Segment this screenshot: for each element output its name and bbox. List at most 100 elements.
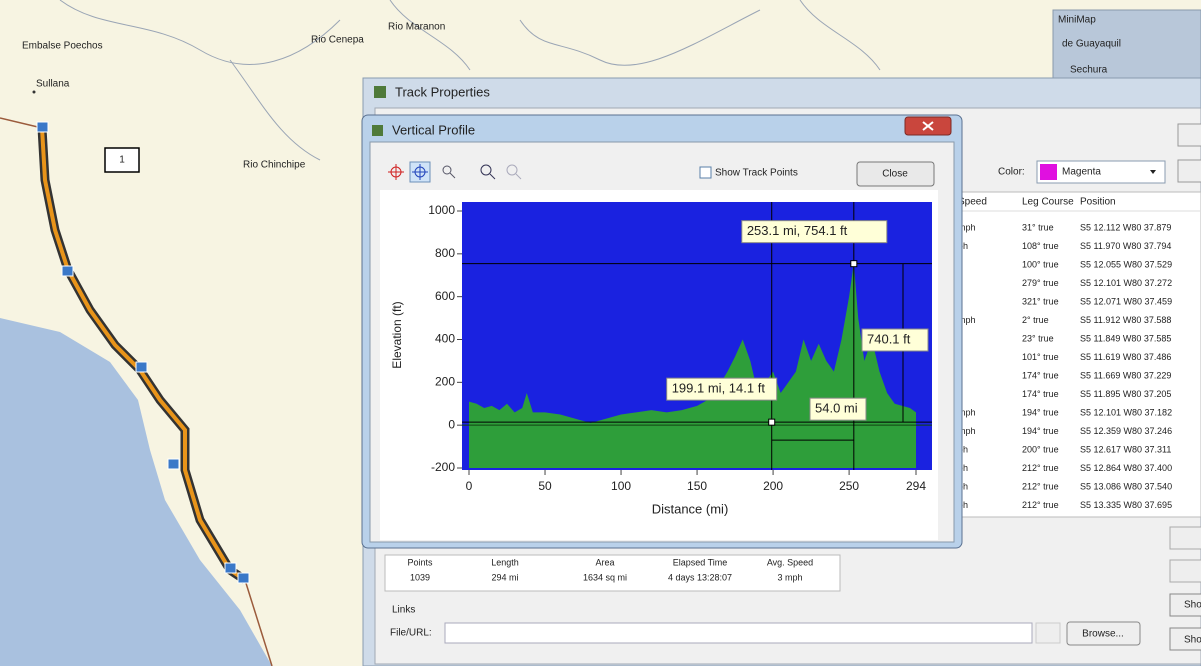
x-axis-label: Distance (mi) [652, 501, 729, 516]
y-tick-label: 0 [448, 417, 455, 431]
map-marker-label: 1 [119, 155, 125, 166]
window-icon [372, 125, 383, 136]
color-label: Color: [998, 167, 1025, 178]
toolbar-icons[interactable] [388, 161, 522, 183]
browse-label: Browse... [1082, 629, 1124, 640]
summary-value: 4 days 13:28:07 [668, 572, 732, 582]
y-tick-label: -200 [431, 460, 455, 474]
road [244, 579, 273, 666]
summary-header: Elapsed Time [673, 557, 728, 567]
map-label: Sullana [36, 79, 70, 90]
color-combobox[interactable] [1036, 160, 1166, 184]
button[interactable] [1169, 627, 1201, 651]
cursor-point [850, 260, 858, 268]
table-cell: 212° true [1022, 463, 1059, 473]
x-tick-label: 150 [687, 479, 707, 493]
table-cell: ph [958, 500, 968, 510]
table-cell: S5 12.055 W80 37.529 [1080, 259, 1172, 269]
window-title: Vertical Profile [392, 122, 475, 137]
table-cell: 23° true [1022, 333, 1054, 343]
dy-tooltip [861, 328, 929, 352]
summary-table [384, 554, 841, 592]
dropdown-arrow [1150, 170, 1156, 174]
cursor-tooltip-label: 199.1 mi, 14.1 ft [672, 381, 766, 396]
city-dot [32, 90, 36, 94]
table-cell: 108° true [1022, 241, 1059, 251]
rivers [59, 0, 881, 161]
close-x-icon [922, 121, 934, 131]
table-cell: 101° true [1022, 352, 1059, 362]
table-cell: 212° true [1022, 500, 1059, 510]
dx-tooltip [809, 397, 867, 421]
sea [0, 318, 272, 666]
table-cell: 31° true [1022, 222, 1054, 232]
minimap [1052, 9, 1201, 79]
table-cell: S5 12.112 W80 37.879 [1080, 222, 1171, 232]
dx-label: 54.0 mi [815, 401, 858, 416]
table-cell: S5 12.101 W80 37.272 [1080, 278, 1172, 288]
y-tick-label: 200 [435, 375, 455, 389]
table-cell: S5 12.359 W80 37.246 [1080, 426, 1172, 436]
table-cell: S5 13.335 W80 37.695 [1080, 500, 1172, 510]
cursor-point [768, 418, 776, 426]
file-label: File/URL: [390, 628, 432, 639]
window-title: Track Properties [395, 84, 490, 99]
button[interactable] [1169, 526, 1201, 550]
column-header: Leg Course [1022, 197, 1074, 208]
browse-button[interactable] [1066, 621, 1141, 646]
table-cell: S5 13.086 W80 37.540 [1080, 481, 1172, 491]
button[interactable] [1169, 593, 1201, 617]
table-cell: 194° true [1022, 407, 1059, 417]
cursor-tooltip-label: 253.1 mi, 754.1 ft [747, 223, 848, 238]
table-cell: ph [958, 463, 968, 473]
minimap-title: MiniMap [1058, 15, 1096, 26]
y-axis-label: Elevation (ft) [390, 301, 404, 368]
x-tick-label: 0 [466, 479, 473, 493]
summary-value: 1634 sq mi [583, 572, 627, 582]
column-header: Speed [958, 197, 987, 208]
track-table [949, 191, 1201, 518]
y-tick-label: 600 [435, 289, 455, 303]
links-label: Links [392, 605, 415, 616]
button-label: Sho [1184, 635, 1201, 646]
table-cell: 321° true [1022, 296, 1059, 306]
table-cell: mph [958, 222, 976, 232]
y-tick-label: 800 [435, 246, 455, 260]
column-header: Position [1080, 197, 1116, 208]
map-marker[interactable] [104, 147, 140, 173]
table-cell: S5 11.912 W80 37.588 [1080, 315, 1171, 325]
x-tick-label: 200 [763, 479, 783, 493]
table-cell: 279° true [1022, 278, 1059, 288]
color-value: Magenta [1062, 167, 1101, 178]
x-tick-label: 100 [611, 479, 631, 493]
checkbox[interactable] [699, 166, 712, 179]
road [0, 117, 43, 129]
button[interactable] [1177, 123, 1201, 147]
table-cell: S5 11.970 W80 37.794 [1080, 241, 1171, 251]
summary-header: Points [407, 557, 433, 567]
close-button[interactable] [856, 161, 935, 187]
map-label: Rio Cenepa [311, 35, 364, 46]
table-cell: 194° true [1022, 426, 1059, 436]
summary-value: 1039 [410, 572, 430, 582]
table-cell: mph [958, 426, 976, 436]
table-cell: ph [958, 481, 968, 491]
file-input[interactable] [444, 622, 1033, 644]
y-tick-label: 1000 [428, 203, 455, 217]
button[interactable] [1177, 159, 1201, 183]
summary-value: 3 mph [777, 572, 802, 582]
table-cell: ph [958, 241, 968, 251]
table-cell: S5 12.617 W80 37.311 [1080, 444, 1171, 454]
close-label: Close [882, 169, 908, 180]
x-tick-label: 250 [839, 479, 859, 493]
go-button[interactable] [1035, 622, 1061, 644]
table-cell: 100° true [1022, 259, 1059, 269]
table-cell: S5 11.619 W80 37.486 [1080, 352, 1171, 362]
button[interactable] [1169, 559, 1201, 583]
table-cell: ph [958, 444, 968, 454]
table-cell: 200° true [1022, 444, 1059, 454]
elevation-area [469, 263, 916, 468]
table-cell: S5 11.669 W80 37.229 [1080, 370, 1171, 380]
table-cell: S5 11.895 W80 37.205 [1080, 389, 1171, 399]
